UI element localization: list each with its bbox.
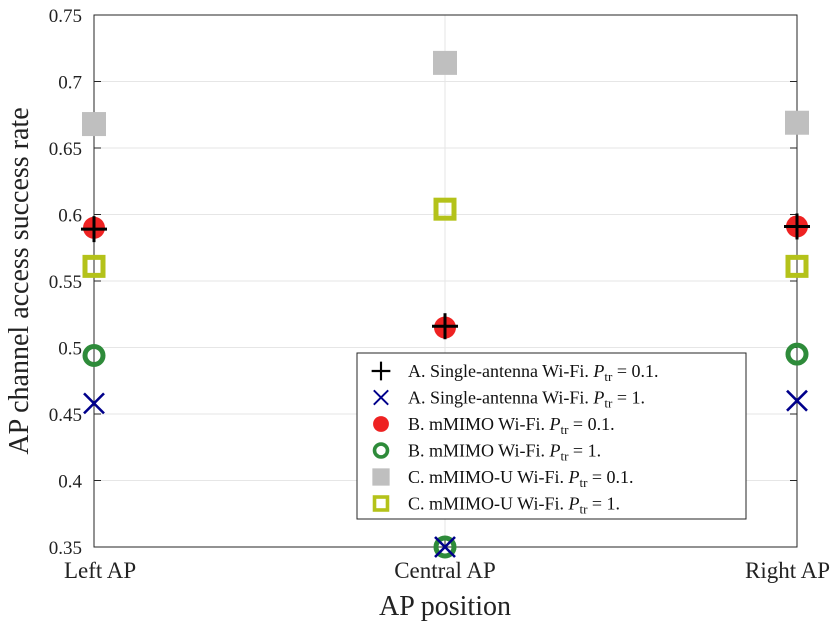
y-tick-label: 0.7 [58,73,82,94]
legend-rows: A. Single-antenna Wi-Fi. Ptr = 0.1. A. Si… [371,361,659,517]
series-mmimou-p01 [82,50,809,137]
point-single-p1-left-ap-d2 [83,392,105,415]
point-single-p1-central-ap [434,536,456,558]
legend-item-mmimou-p1: C. mMIMO-U Wi-Fi. Ptr = 1. [372,494,620,517]
legend-box [356,352,747,520]
point-mmimou-p1-left-ap [82,254,106,278]
legend-marker-single-p1-d2 [373,389,389,406]
point-single-p1-left-ap [83,392,105,415]
legend-label: A. Single-antenna Wi-Fi. Ptr = 1. [408,388,645,411]
legend-label: A. Single-antenna Wi-Fi. Ptr = 0.1. [408,361,659,384]
x-axis-label: AP position [379,591,511,622]
y-tick-label: 0.55 [49,272,82,293]
legend-marker-single-p01 [371,361,391,381]
legend-item-single-p01: A. Single-antenna Wi-Fi. Ptr = 0.1. [371,361,659,384]
point-single-p1-central-ap-d2 [434,536,456,558]
legend-item-single-p1: A. Single-antenna Wi-Fi. Ptr = 1. [373,388,645,411]
y-tick-label: 0.45 [49,405,82,426]
x-tick-label: Right AP [745,558,830,583]
y-tick-label: 0.4 [58,472,82,493]
point-mmimou-p1-right-ap [785,254,809,278]
point-mmimo-p1-central-ap [433,535,457,559]
x-tick-label: Central AP [394,558,496,583]
point-single-p1-right-ap [786,389,808,412]
y-tick-label: 0.6 [58,206,82,227]
series-mmimou-p1 [82,197,809,278]
point-single-p01-central-ap [432,313,458,340]
legend: A. Single-antenna Wi-Fi. Ptr = 0.1. A. Si… [356,352,747,520]
legend-label: C. mMIMO-U Wi-Fi. Ptr = 1. [408,494,620,517]
y-tick-label: 0.35 [49,538,82,559]
legend-marker-mmimou-p1 [372,495,390,512]
legend-marker-mmimo-p01 [373,416,389,432]
series-layer [81,50,810,559]
legend-label: B. mMIMO Wi-Fi. Ptr = 1. [408,441,601,464]
point-mmimou-p01-left-ap [82,112,106,137]
y-axis-label: AP channel access success rate [4,107,35,454]
y-tick-label: 0.65 [49,139,82,160]
point-mmimou-p1-central-ap [433,197,457,221]
series-mmimo-p1 [82,342,809,559]
legend-item-mmimou-p01: C. mMIMO-U Wi-Fi. Ptr = 0.1. [372,467,634,490]
x-axis-ticks: Left AP Central AP Right AP [64,540,830,583]
legend-item-mmimo-p01: B. mMIMO Wi-Fi. Ptr = 0.1. [373,414,615,437]
legend-marker-mmimo-p1 [372,442,390,459]
x-tick-label: Left AP [64,558,136,583]
point-mmimo-p1-right-ap [785,342,809,366]
point-single-p01-left-ap [81,216,107,243]
legend-item-mmimo-p1: B. mMIMO Wi-Fi. Ptr = 1. [372,441,601,464]
point-single-p01-right-ap [784,213,810,240]
point-single-p1-right-ap-d2 [786,389,808,412]
series-single-p1 [83,389,808,558]
y-axis-ticks: 0.35 0.4 0.45 0.5 0.55 0.6 0.65 0.7 0.75 [49,6,797,559]
legend-label: B. mMIMO Wi-Fi. Ptr = 0.1. [408,414,615,437]
legend-marker-single-p1 [373,389,389,406]
y-tick-label: 0.5 [58,339,82,360]
y-tick-label: 0.75 [49,6,82,27]
legend-label: C. mMIMO-U Wi-Fi. Ptr = 0.1. [408,467,634,490]
point-mmimou-p01-right-ap [785,110,809,135]
series-single-p01 [81,213,810,340]
point-mmimo-p1-left-ap [82,343,106,367]
legend-marker-mmimou-p01 [372,468,390,486]
point-mmimou-p01-central-ap [433,50,457,75]
